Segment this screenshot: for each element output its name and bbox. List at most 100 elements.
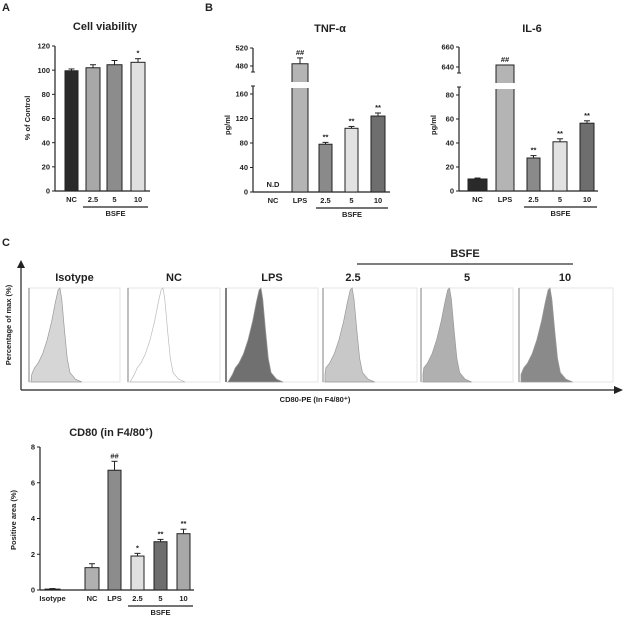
panel-label-c: C <box>2 237 10 249</box>
bar-2.5 <box>130 555 145 591</box>
chart-title: IL-6 <box>522 23 542 35</box>
y-tick-label: 660 <box>441 43 454 52</box>
bar-5 <box>106 64 123 192</box>
bar-10 <box>370 115 386 193</box>
x-tick-label: Isotype <box>39 594 65 603</box>
histogram-label: 5 <box>464 272 470 284</box>
y-axis-label: % of Control <box>23 96 32 141</box>
bar-2.5 <box>85 67 101 192</box>
significance-mark: N.D <box>267 180 281 189</box>
x-tick-label: 2.5 <box>132 594 142 603</box>
y-tick-label: 640 <box>441 63 454 72</box>
histogram-LPS <box>227 287 284 383</box>
significance-mark: * <box>137 49 140 58</box>
group-label: BSFE <box>150 608 170 617</box>
x-tick-label: LPS <box>293 196 308 205</box>
bar-10 <box>579 122 595 192</box>
group-label: BSFE <box>105 209 125 218</box>
bar-5 <box>344 127 359 193</box>
x-tick-label: 2.5 <box>88 195 98 204</box>
panel-label-a: A <box>2 2 10 14</box>
y-tick-label: 0 <box>450 187 454 196</box>
title-superscript: + <box>145 427 149 434</box>
y-axis-arrow <box>17 260 25 268</box>
flow-cytometry-panel: Percentage of max (%) CD80-PE (In F4/80⁺)… <box>4 248 623 404</box>
y-axis-label: pg/ml <box>223 115 232 135</box>
y-tick-label: 40 <box>42 138 50 147</box>
title-end: ) <box>149 427 153 439</box>
y-tick-label: 6 <box>31 478 35 487</box>
x-tick-label: LPS <box>498 195 513 204</box>
histogram-frame-NC <box>127 287 221 383</box>
histogram-label: 2.5 <box>345 272 360 284</box>
bar-5 <box>552 141 568 192</box>
significance-mark: ** <box>158 529 164 538</box>
y-tick-label: 80 <box>240 139 248 148</box>
significance-mark: ## <box>110 451 119 460</box>
chart-title: TNF-α <box>314 23 346 35</box>
bar-10 <box>130 61 146 192</box>
y-tick-label: 20 <box>446 163 454 172</box>
y-tick-label: 520 <box>235 44 248 53</box>
significance-mark: ** <box>323 132 329 141</box>
x-tick-label: NC <box>472 195 483 204</box>
histogram-Isotype <box>30 287 82 383</box>
group-label: BSFE <box>550 209 570 218</box>
y-tick-label: 40 <box>240 163 248 172</box>
bar-break-gap <box>495 83 515 89</box>
y-tick-label: 0 <box>244 188 248 197</box>
significance-mark: ** <box>375 103 381 112</box>
bar-5 <box>153 541 168 591</box>
significance-mark: ** <box>584 111 590 120</box>
bar-NC <box>467 178 488 192</box>
y-tick-label: 0 <box>46 187 50 196</box>
y-tick-label: 20 <box>42 163 50 172</box>
x-axis-label: CD80-PE (In F4/80⁺) <box>280 395 351 404</box>
significance-mark: ** <box>531 146 537 155</box>
x-axis-arrow <box>614 386 623 394</box>
histogram-NC <box>129 287 186 383</box>
significance-mark: ** <box>181 519 187 528</box>
significance-mark: ## <box>501 55 510 64</box>
histogram-10 <box>520 287 573 383</box>
group-label: BSFE <box>342 210 362 219</box>
y-tick-label: 80 <box>42 90 50 99</box>
x-tick-label: 10 <box>374 196 382 205</box>
chart-title: CD80 (in F4/80+) <box>69 427 153 439</box>
cell-viability-chart: Cell viability % of Control 0 20 40 60 80 100 12… <box>23 21 150 218</box>
bar-LPS <box>495 64 515 192</box>
y-tick-label: 4 <box>31 514 36 523</box>
x-tick-label: 10 <box>134 195 142 204</box>
bar-break-gap <box>291 82 309 88</box>
cd80-chart: CD80 (in F4/80+) Positive area (%) 0 2 4 6 8 Is… <box>9 427 194 617</box>
x-tick-label: 10 <box>583 195 591 204</box>
x-tick-label: NC <box>87 594 98 603</box>
y-tick-label: 100 <box>37 66 50 75</box>
y-tick-label: 160 <box>235 90 248 99</box>
il6-chart: IL-6 pg/ml 0 20 40 60 80 640 660 NC ## LPS ** 2.5 ** 5 *… <box>429 23 598 218</box>
y-tick-label: 80 <box>446 91 454 100</box>
tnf-alpha-chart: TNF-α pg/ml 0 40 80 120 160 480 520 N.D NC ## LPS ** 2… <box>223 23 390 219</box>
x-tick-label: NC <box>268 196 279 205</box>
histogram-2.5 <box>324 287 375 383</box>
y-tick-label: 120 <box>37 42 50 51</box>
bar-LPS <box>107 469 122 591</box>
chart-title: Cell viability <box>73 21 138 33</box>
x-tick-label: LPS <box>107 594 122 603</box>
x-tick-label: 5 <box>158 594 162 603</box>
histogram-label: Isotype <box>55 272 94 284</box>
bar-2.5 <box>526 157 541 192</box>
histogram-label: LPS <box>261 272 282 284</box>
significance-mark: ** <box>349 116 355 125</box>
y-tick-label: 8 <box>31 443 35 452</box>
y-tick-label: 60 <box>446 115 454 124</box>
group-label: BSFE <box>450 248 479 260</box>
y-axis-label: pg/ml <box>429 115 438 135</box>
bar-Isotype <box>44 588 61 591</box>
y-tick-label: 0 <box>31 586 35 595</box>
x-tick-label: NC <box>66 195 77 204</box>
histogram-5 <box>422 287 472 383</box>
y-tick-label: 60 <box>42 114 50 123</box>
y-axis-label: Percentage of max (%) <box>4 284 13 365</box>
